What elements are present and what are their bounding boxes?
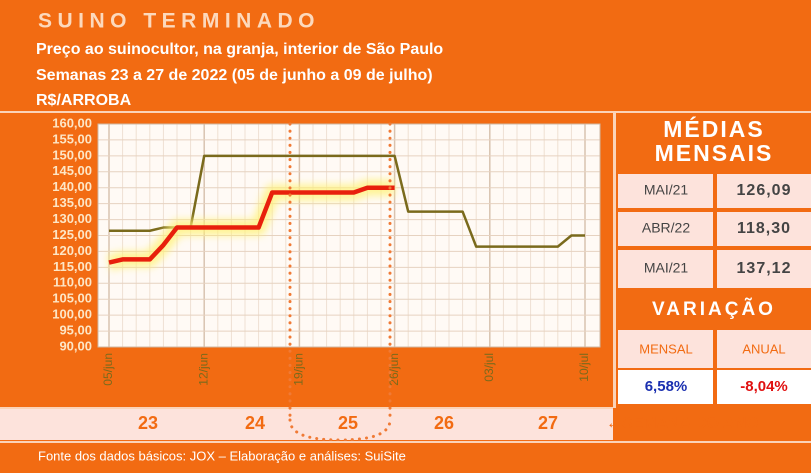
plot-border <box>97 123 601 348</box>
divider <box>613 112 616 408</box>
month: MAI/21 <box>644 182 689 198</box>
week-label: 26 <box>434 413 454 433</box>
line <box>108 185 395 265</box>
cell <box>717 370 811 404</box>
month: MAI/21 <box>644 260 689 276</box>
footer: Fonte dos dados básicos: JOX – Elaboraçã… <box>38 448 406 463</box>
week-label: 27 <box>538 413 558 433</box>
cell <box>618 330 713 368</box>
title: SUINO TERMINADO <box>38 10 320 33</box>
y-tick-label: 100,00 <box>52 307 92 322</box>
cell <box>717 174 811 208</box>
week-caption: ←SEMANA DO ANO <box>606 415 759 432</box>
cell <box>618 212 713 246</box>
week-marker <box>288 418 392 442</box>
average: 118,30 <box>737 220 791 237</box>
week-label: 24 <box>245 413 265 433</box>
x-tick-label: 12/jun <box>196 353 210 386</box>
y-tick-label: 95,00 <box>59 323 92 338</box>
variation-value: 6,58% <box>645 378 688 395</box>
variation-title: VARIAÇÃO <box>652 298 776 320</box>
x-tick-label: 10/jul <box>577 353 591 382</box>
y-tick-label: 105,00 <box>52 291 92 306</box>
average: 126,09 <box>737 182 792 199</box>
week-label: 23 <box>138 413 158 433</box>
cell <box>618 174 713 208</box>
x-tick-label: 03/jul <box>482 353 496 382</box>
panel-title: MENSAIS <box>655 140 774 166</box>
week-label: 25 <box>338 413 358 433</box>
y-tick-label: 145,00 <box>52 163 92 178</box>
y-tick-label: 130,00 <box>52 211 92 226</box>
y-tick-label: 120,00 <box>52 243 92 258</box>
y-tick-label: 90,00 <box>59 338 92 353</box>
cell <box>618 250 713 288</box>
variation-label: ANUAL <box>742 341 785 356</box>
variation-label: MENSAL <box>639 341 692 356</box>
y-tick-label: 110,00 <box>53 275 92 290</box>
weeks: 23 24 25 26 27 <box>138 413 558 433</box>
cell <box>717 212 811 246</box>
y-tick-label: 115,00 <box>53 259 92 274</box>
y-tick-label: 160,00 <box>52 115 92 130</box>
x-tick-label: 26/jun <box>387 353 401 386</box>
averages: MAI/21 126,09 ABR/22 118,30 MAI/21 137,1… <box>618 174 811 288</box>
month: ABR/22 <box>642 220 690 236</box>
x-tick-label: 05/jun <box>101 353 115 386</box>
x-tick-label: 19/jun <box>292 353 306 386</box>
variation-value: -8,04% <box>740 378 788 395</box>
panel-title: MÉDIAS <box>663 115 764 142</box>
plot: 05/jun 12/jun 19/jun 26/jun 03/jul 10/jul 90,0… <box>52 115 601 386</box>
cell <box>717 250 811 288</box>
average: 137,12 <box>737 260 792 277</box>
y-tick-label: 140,00 <box>52 179 92 194</box>
week-band <box>0 408 613 440</box>
y-tick-label: 150,00 <box>52 147 92 162</box>
cell <box>717 330 811 368</box>
period: Semanas 23 a 27 de 2022 (05 de junho a 0… <box>36 67 433 84</box>
unit: R$/ARROBA <box>36 92 132 109</box>
y-tick-label: 135,00 <box>52 195 92 210</box>
y-tick-label: 125,00 <box>52 227 92 242</box>
cell <box>618 370 713 404</box>
subtitle: Preço ao suinocultor, na granja, interio… <box>36 41 443 58</box>
y-tick-label: 155,00 <box>52 131 92 146</box>
